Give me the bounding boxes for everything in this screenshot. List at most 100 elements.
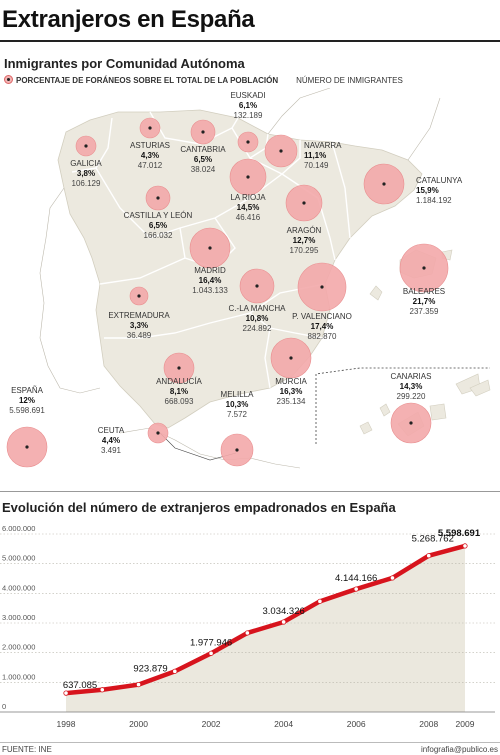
region-count: 3.491 — [101, 446, 122, 455]
region-name: GALICIA — [70, 159, 102, 168]
data-point-2006 — [353, 586, 359, 592]
canarias-inset-border — [315, 367, 490, 444]
data-point-2007 — [389, 575, 396, 581]
region-name: ASTURIAS — [130, 141, 170, 150]
x-tick-label: 2009 — [456, 719, 475, 729]
region-name: BALEARES — [403, 287, 445, 296]
bubble-center-extremadura — [137, 294, 141, 298]
region-count: 668.093 — [165, 397, 194, 406]
bubble-center-cantabria — [201, 130, 205, 134]
region-name: ARAGÓN — [287, 226, 322, 235]
region-percent: 14,5% — [237, 203, 260, 212]
bubble-center-catalunya — [382, 182, 386, 186]
bubble-center-melilla — [235, 448, 239, 452]
region-percent: 12% — [19, 396, 35, 405]
region-percent: 12,7% — [293, 236, 316, 245]
region-percent: 16,4% — [199, 276, 222, 285]
bubble-center-ceuta — [156, 431, 160, 435]
region-percent: 3,8% — [77, 169, 95, 178]
region-name: CEUTA — [98, 426, 125, 435]
x-tick-label: 2004 — [274, 719, 293, 729]
bubble-center-navarra — [279, 149, 283, 153]
region-count: 70.149 — [304, 161, 329, 170]
bubble-center-castilla-y-leon — [156, 196, 160, 200]
x-tick-label: 1998 — [57, 719, 76, 729]
region-percent: 10,3% — [226, 400, 249, 409]
region-name: LA RIOJA — [230, 193, 266, 202]
region-count: 106.129 — [72, 179, 101, 188]
data-label-2000: 923.879 — [133, 664, 167, 675]
region-percent: 16,3% — [280, 387, 303, 396]
x-tick-label: 2006 — [347, 719, 366, 729]
bubble-center-la-rioja — [246, 175, 250, 179]
region-count: 132.189 — [234, 111, 263, 120]
x-tick-label: 2000 — [129, 719, 148, 729]
data-point-1998 — [63, 690, 69, 696]
chart-title: Evolución del número de extranjeros empa… — [2, 500, 396, 515]
region-count: 235.134 — [277, 397, 306, 406]
bubble-center-c-la-mancha — [255, 284, 259, 288]
region-count: 299.220 — [397, 392, 426, 401]
region-count: 38.024 — [191, 165, 216, 174]
region-count: 1.043.133 — [192, 286, 228, 295]
bubble-legend-icon — [4, 75, 13, 84]
bubble-center-galicia — [84, 144, 88, 148]
bubble-center-espana — [25, 445, 29, 449]
region-count: 7.572 — [227, 410, 248, 419]
region-percent: 4,4% — [102, 436, 120, 445]
region-count: 5.598.691 — [9, 406, 45, 415]
region-name: MELILLA — [221, 390, 255, 399]
y-tick-label: 5.000.000 — [2, 554, 35, 563]
map-legend: PORCENTAJE DE FORÁNEOS SOBRE EL TOTAL DE… — [4, 75, 403, 85]
data-point-1999 — [99, 687, 105, 693]
footer-divider — [0, 742, 500, 743]
data-point-2003 — [244, 630, 250, 636]
region-percent: 6,1% — [239, 101, 257, 110]
region-name: CANARIAS — [391, 372, 432, 381]
data-label-2004: 3.034.326 — [263, 606, 305, 617]
data-point-2004 — [281, 619, 287, 625]
y-tick-label: 3.000.000 — [2, 613, 35, 622]
map-subtitle: Inmigrantes por Comunidad Autónoma — [4, 56, 245, 71]
y-tick-label: 6.000.000 — [2, 524, 35, 533]
y-tick-label: 2.000.000 — [2, 643, 35, 652]
bubble-center-murcia — [289, 356, 293, 360]
bubble-center-baleares — [422, 266, 426, 270]
region-percent: 8,1% — [170, 387, 188, 396]
infographic-title: Extranjeros en España — [2, 6, 255, 33]
region-name: EXTREMADURA — [108, 311, 170, 320]
legend-percent: PORCENTAJE DE FORÁNEOS SOBRE EL TOTAL DE… — [16, 76, 279, 85]
region-name: P. VALENCIANO — [292, 312, 352, 321]
bubble-center-p-valenciano — [320, 285, 324, 289]
africa-coast — [119, 427, 301, 469]
data-label-2008: 5.268.762 — [412, 534, 454, 545]
y-tick-label: 1.000.000 — [2, 672, 35, 681]
y-tick-label: 0 — [2, 702, 6, 711]
data-label-2006: 4.144.166 — [335, 573, 377, 584]
bubble-center-andalucia — [177, 366, 181, 370]
region-percent: 11,1% — [304, 151, 326, 160]
region-count: 166.032 — [144, 231, 173, 240]
bubble-center-madrid — [208, 246, 212, 250]
region-count: 1.184.192 — [416, 196, 452, 205]
source-note: FUENTE: INE — [2, 745, 52, 754]
legend-count: NÚMERO DE INMIGRANTES — [296, 76, 403, 85]
x-tick-label: 2002 — [202, 719, 221, 729]
region-name: CASTILLA Y LEÓN — [124, 211, 193, 220]
region-percent: 14,3% — [400, 382, 423, 391]
